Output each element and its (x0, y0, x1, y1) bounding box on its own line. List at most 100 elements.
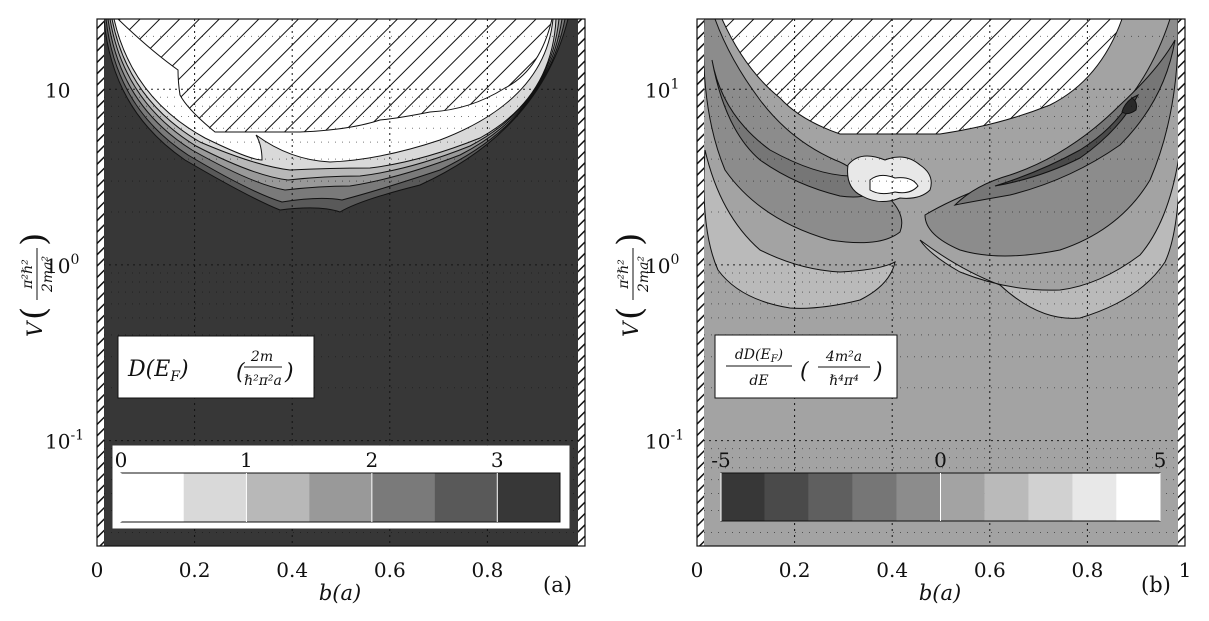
panel-a-x-tick-label: 0.4 (276, 558, 308, 582)
panel-a-xlabel: b(a) (319, 581, 361, 605)
panel-a-colorbar-tick-label: 2 (365, 448, 378, 472)
panel-a-colorbar-tick-label: 1 (240, 448, 253, 472)
panel-b-colorbar-swatch (896, 473, 941, 521)
panel-a-label: (a) (543, 573, 572, 597)
panel-a-legend: D(EF) ( 2m ℏ²π²a ) (117, 335, 315, 399)
panel-b-contour-right-inner (953, 39, 1176, 206)
svg-text:(: ( (236, 360, 245, 385)
panel-b-legend: dD(EF) dE ( 4m²a ℏ⁴π⁴ ) (714, 334, 898, 399)
panel-b-grid (697, 19, 1185, 546)
panel-a-legend-main: D(E (127, 357, 170, 382)
panel-a-y-tick-label: 10-1 (45, 428, 84, 454)
panel-b-excluded-region (721, 19, 1123, 135)
panel-a-ylabel-den: 2ma² (40, 256, 56, 294)
panel-a: D(EF) ( 2m ℏ²π²a ) 0 1 2 3 0 0.2 0.4 0.6 0.8 10… (14, 18, 586, 605)
panel-b-ylabel: V ( π²ℏ² 2ma² ) (610, 233, 652, 337)
panel-a-ylabel-v: V (23, 320, 47, 337)
panel-b-contour-lower-left (703, 149, 896, 309)
panel-a-legend-num: 2m (250, 349, 273, 365)
panel-b-legend-den1: dE (749, 373, 768, 389)
panel-a-colorbar-swatch (246, 473, 310, 522)
panel-b-y-ticks: 101 100 10-1 (645, 76, 684, 453)
panel-a-right-edge (578, 19, 585, 546)
panel-a-colorbar-swatch (183, 473, 247, 522)
panel-b-x-tick-label: 0 (691, 558, 704, 582)
panel-b-x-ticks: 0 0.2 0.4 0.6 0.8 1 (691, 558, 1192, 582)
panel-a-colorbar-swatch (434, 473, 498, 522)
panel-b-legend-sub1: F (770, 354, 779, 365)
panel-b-colorbar-tick-label: 0 (934, 448, 947, 472)
panel-a-colorbar-swatches (120, 472, 561, 523)
panel-b-legend-num2: 4m²a (825, 349, 862, 365)
panel-b-x-tick-label: 0.6 (974, 558, 1006, 582)
panel-a-y-tick-label: 10 (45, 78, 70, 102)
panel-b-heatmap (697, 19, 1185, 546)
svg-text:(: ( (14, 307, 54, 320)
panel-b-colorbar-swatch (1116, 473, 1160, 521)
panel-a-legend-paren: ) (179, 357, 189, 382)
panel-a-colorbar: 0 1 2 3 (112, 445, 570, 529)
svg-text:D(EF): D(EF) (127, 357, 189, 385)
panel-b-ylabel-v: V (619, 320, 643, 337)
panel-b-colorbar-swatch (852, 473, 897, 521)
panel-b-x-tick-label: 0.8 (1071, 558, 1103, 582)
panel-b-left-edge (697, 19, 704, 546)
panel-a-colorbar-swatch (497, 473, 560, 522)
panel-a-frame (96, 18, 586, 547)
panel-b-legend-num1: dD(E (735, 347, 771, 363)
panel-a-heatmap (97, 19, 585, 546)
panel-b-legend-den2: ℏ⁴π⁴ (829, 373, 859, 389)
panel-a-x-ticks: 0 0.2 0.4 0.6 0.8 (91, 558, 504, 582)
panel-b-label: (b) (1141, 573, 1171, 597)
panel-b-y-tick-label: 10-1 (645, 428, 684, 454)
svg-text:): ) (14, 233, 54, 246)
panel-a-x-tick-label: 0.2 (179, 558, 211, 582)
svg-text:dD(EF): dD(EF) (735, 347, 783, 365)
panel-b-colorbar-swatch (940, 473, 985, 521)
svg-text:): ) (284, 360, 294, 385)
panel-a-colorbar-swatch (121, 473, 184, 522)
panel-b-x-tick-label: 0.4 (876, 558, 908, 582)
panel-b-colorbar-swatch (1072, 473, 1117, 521)
panel-b-contour-lower-right (919, 149, 1181, 319)
panel-a-excluded-region (117, 19, 553, 133)
panel-b-frame (696, 18, 1186, 547)
panel-a-colorbar-swatch (371, 473, 435, 522)
panel-b-xlabel: b(a) (919, 581, 961, 605)
panel-b-ylabel-den: 2ma² (636, 256, 652, 294)
panel-b-contour-center-core (869, 174, 919, 195)
panel-b-legend-num1b: ) (777, 347, 783, 363)
panel-a-legend-den: ℏ²π²a (244, 373, 282, 389)
panel-a-left-edge (97, 19, 104, 546)
panel-b-contour-right-peak (1121, 97, 1137, 115)
panel-b-colorbar-swatch (1028, 473, 1073, 521)
svg-text:(: ( (610, 307, 650, 320)
svg-text:(: ( (800, 359, 809, 384)
panel-a-x-tick-label: 0.6 (374, 558, 406, 582)
panel-b-contour-right-dark-streak (994, 93, 1140, 187)
panel-a-colorbar-swatch (309, 473, 372, 522)
panel-a-colorbar-ticks: 0 1 2 3 (115, 448, 504, 522)
panel-b-y-tick-label: 101 (645, 76, 679, 102)
panel-b-colorbar-swatch (808, 473, 853, 521)
panel-a-y-ticks: 10 100 10-1 (45, 78, 84, 453)
panel-a-x-tick-label: 0.8 (471, 558, 503, 582)
panel-b-y-tick-label: 100 (645, 252, 679, 278)
panel-b-colorbar-swatch (984, 473, 1029, 521)
svg-text:): ) (873, 359, 883, 384)
panel-b-right-edge (1178, 19, 1185, 546)
panel-a-contour-lines (103, 19, 569, 213)
panel-a-y-tick-label: 100 (45, 252, 79, 278)
panel-b-colorbar-swatches (720, 472, 1161, 522)
panel-a-x-tick-label: 0 (91, 558, 104, 582)
panel-b-x-tick-label: 1 (1179, 558, 1192, 582)
panel-b-colorbar-tick-label: 5 (1154, 448, 1167, 472)
panel-b-colorbar-ticks: -5 0 5 (711, 448, 1166, 521)
panel-b: dD(EF) dE ( 4m²a ℏ⁴π⁴ ) -5 0 5 0 0.2 0.4 0.6 0… (610, 18, 1192, 605)
panel-b-colorbar: -5 0 5 (711, 448, 1166, 522)
panel-b-colorbar-swatch (764, 473, 809, 521)
panel-a-colorbar-tick-label: 3 (491, 448, 504, 472)
panel-a-legend-sub: F (169, 369, 181, 385)
panel-b-x-tick-label: 0.2 (779, 558, 811, 582)
